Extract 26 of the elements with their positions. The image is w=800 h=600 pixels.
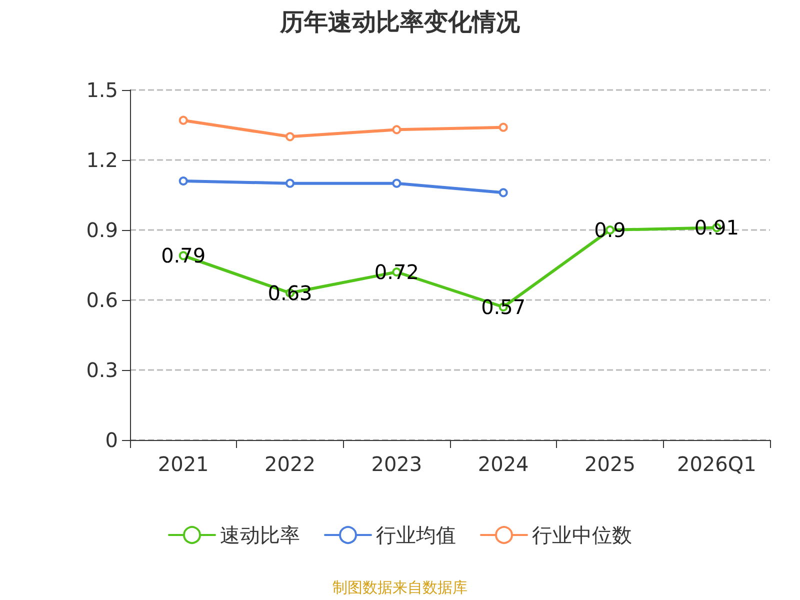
point <box>178 116 188 125</box>
x-tick-label: 2023 <box>371 452 422 476</box>
point <box>178 176 188 186</box>
y-tick-label: 0.3 <box>86 358 118 382</box>
legend-label: 速动比率 <box>220 523 300 547</box>
point <box>498 122 508 132</box>
point <box>286 132 294 142</box>
y-tick-label: 1.5 <box>86 78 118 102</box>
legend-label: 行业均值 <box>376 523 456 547</box>
y-tick-label: 0.9 <box>86 218 118 242</box>
x-tick-label: 2024 <box>478 452 529 476</box>
x-tick-label: 2022 <box>264 452 316 476</box>
text: 制图数据来自数据库 <box>332 578 468 596</box>
y-tick-label: 0.6 <box>86 288 118 312</box>
data-label: 0.57 <box>481 295 526 319</box>
y-tick-label: 0 <box>105 428 118 452</box>
x-tick-label: 2026Q1 <box>676 452 756 476</box>
chart-title: 历年速动比率变化情况 <box>279 8 521 36</box>
point <box>498 188 508 198</box>
legend-label: 行业中位数 <box>532 523 632 547</box>
x-tick-label: 2025 <box>584 452 636 476</box>
point <box>286 178 294 188</box>
point <box>392 125 402 134</box>
y-tick-label: 1.2 <box>86 148 118 172</box>
x-tick-label: 2021 <box>158 452 209 476</box>
point <box>392 178 402 188</box>
